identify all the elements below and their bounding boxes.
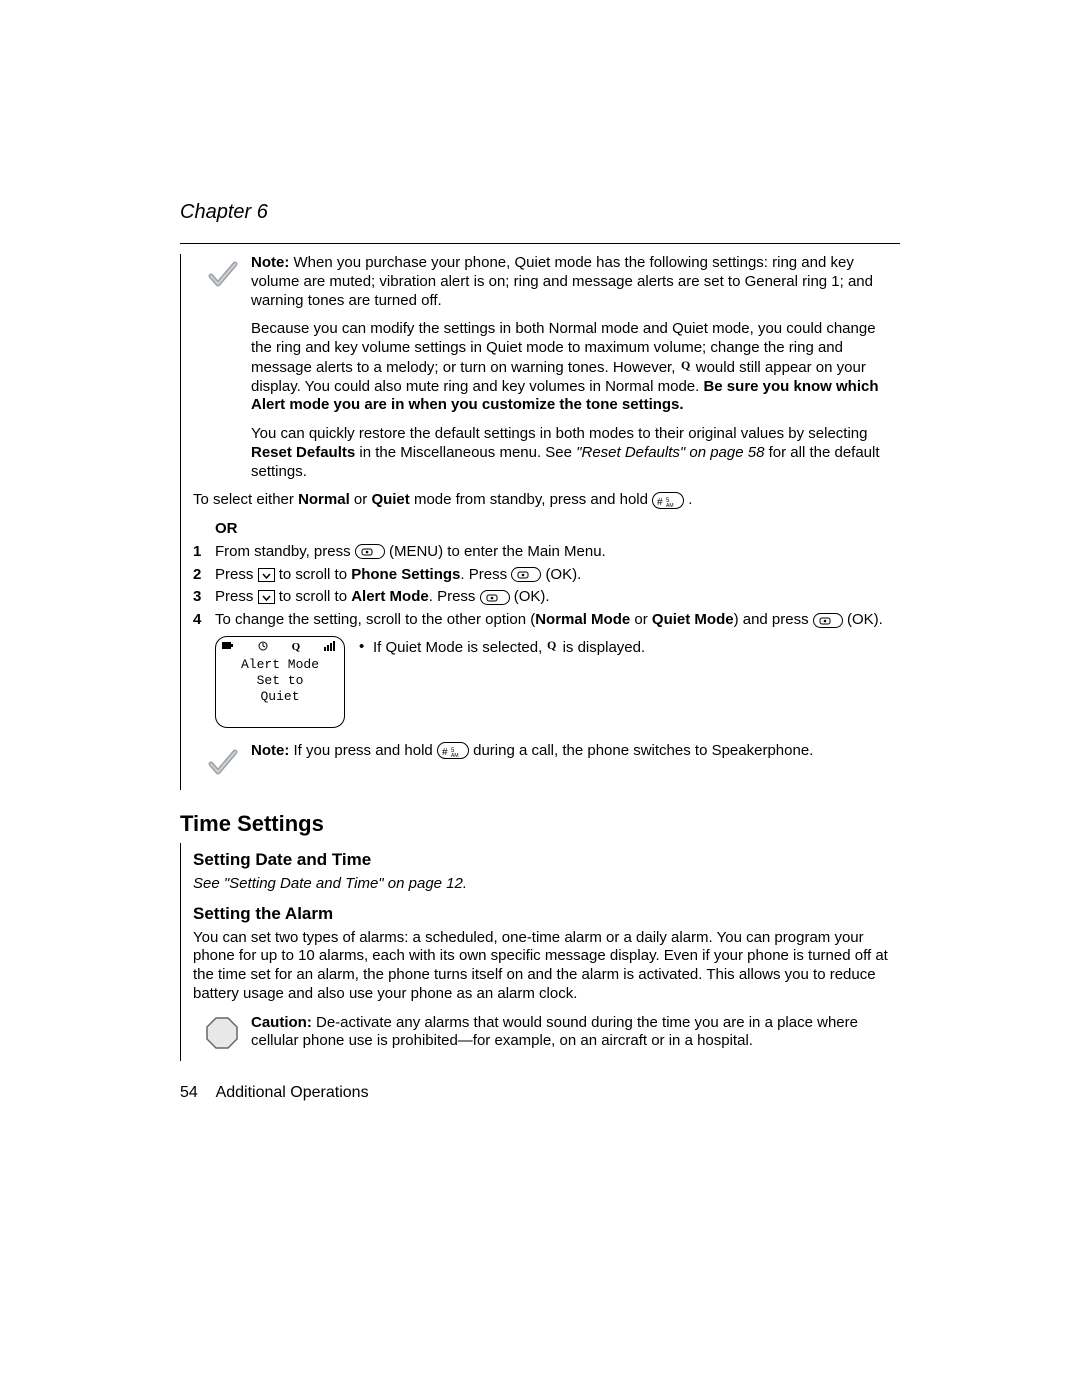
- page-number: 54: [180, 1084, 198, 1101]
- or-label: OR: [215, 520, 900, 539]
- jog-key-icon: [480, 590, 510, 605]
- paragraph: You can quickly restore the default sett…: [251, 425, 900, 481]
- svg-text:#: #: [657, 497, 663, 507]
- note-text: Note: When you purchase your phone, Quie…: [251, 254, 900, 310]
- quiet-mode-icon: Q: [546, 639, 558, 656]
- note-block: Note: When you purchase your phone, Quie…: [193, 254, 900, 310]
- step-text: To change the setting, scroll to the oth…: [215, 611, 900, 630]
- jog-key-icon: [355, 544, 385, 559]
- step-number: 1: [193, 543, 215, 562]
- step-text: From standby, press (MENU) to enter the …: [215, 543, 900, 562]
- phone-status-bar: Q: [222, 641, 338, 655]
- quiet-mode-icon: Q: [680, 359, 696, 376]
- step-row: 1 From standby, press (MENU) to enter th…: [193, 543, 900, 562]
- vertical-divider: [180, 254, 181, 790]
- step-row: 2 Press to scroll to Phone Settings. Pre…: [193, 566, 900, 585]
- caution-block: Caution: De-activate any alarms that wou…: [193, 1014, 900, 1052]
- caution-icon: [205, 1016, 239, 1050]
- phone-screen: Q Alert Mode Set to Quiet: [215, 636, 345, 728]
- paragraph: To select either Normal or Quiet mode fr…: [193, 491, 900, 510]
- screen-line: Quiet: [222, 689, 338, 705]
- horizontal-rule: [180, 243, 900, 244]
- reference-text: See "Setting Date and Time" on page 12.: [193, 875, 900, 894]
- footer-title: Additional Operations: [216, 1084, 369, 1101]
- step-text: Press to scroll to Phone Settings. Press…: [215, 566, 900, 585]
- checkmark-icon: [205, 746, 239, 780]
- paragraph: Because you can modify the settings in b…: [251, 320, 900, 415]
- down-key-icon: [258, 568, 275, 582]
- svg-text:AM: AM: [451, 753, 459, 757]
- note-block: Note: If you press and hold #5AM during …: [193, 742, 900, 780]
- bullet-text: • If Quiet Mode is selected, Q is displa…: [359, 638, 645, 658]
- screen-line: Alert Mode: [222, 657, 338, 673]
- checkmark-icon: [205, 258, 239, 292]
- hash-key-icon: #5AM: [437, 742, 469, 759]
- svg-text:Q: Q: [547, 638, 556, 652]
- section-heading: Time Settings: [180, 810, 900, 838]
- step-number: 3: [193, 588, 215, 607]
- down-key-icon: [258, 590, 275, 604]
- vertical-divider: [180, 843, 181, 1061]
- step-number: 4: [193, 611, 215, 630]
- step-row: 3 Press to scroll to Alert Mode. Press (…: [193, 588, 900, 607]
- hash-key-icon: #5AM: [652, 492, 684, 509]
- jog-key-icon: [511, 567, 541, 582]
- svg-text:Q: Q: [681, 358, 690, 372]
- subsection-heading: Setting Date and Time: [193, 849, 900, 870]
- paragraph: You can set two types of alarms: a sched…: [193, 929, 900, 1004]
- svg-text:AM: AM: [666, 503, 674, 507]
- subsection-heading: Setting the Alarm: [193, 903, 900, 924]
- step-text: Press to scroll to Alert Mode. Press (OK…: [215, 588, 900, 607]
- caution-text: Caution: De-activate any alarms that wou…: [251, 1014, 900, 1052]
- page-footer: 54 Additional Operations: [180, 1083, 900, 1103]
- jog-key-icon: [813, 613, 843, 628]
- screen-line: Set to: [222, 673, 338, 689]
- note-text: Note: If you press and hold #5AM during …: [251, 742, 900, 761]
- step-number: 2: [193, 566, 215, 585]
- chapter-header: Chapter 6: [180, 200, 900, 225]
- step-row: 4 To change the setting, scroll to the o…: [193, 611, 900, 630]
- svg-text:#: #: [442, 747, 448, 757]
